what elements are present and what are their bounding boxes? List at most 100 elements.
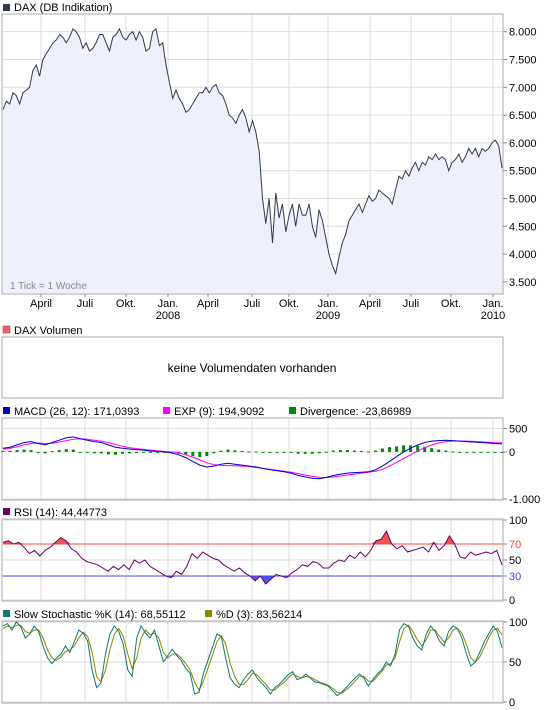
divergence-bar: [149, 451, 153, 453]
divergence-bar: [451, 451, 455, 453]
y-tick-label: 6.500: [509, 110, 537, 122]
divergence-bar: [261, 451, 265, 453]
divergence-bar: [458, 451, 462, 453]
x-tick-label: April: [30, 298, 52, 310]
divergence-bar: [99, 451, 103, 454]
stoch-d-legend-swatch: [205, 610, 212, 617]
macd-legend-swatch: [3, 407, 10, 414]
divergence-bar: [388, 447, 391, 452]
y-tick-label: 500: [509, 423, 527, 435]
divergence-bar: [500, 451, 504, 453]
stoch-k-line: [2, 621, 503, 697]
divergence-bar: [247, 451, 251, 453]
divergence-bar: [352, 450, 356, 452]
y-tick-label: 4.000: [509, 249, 537, 261]
divergence-bar: [78, 451, 82, 453]
y-tick-label: 4.500: [509, 221, 537, 233]
divergence-bar: [36, 451, 40, 453]
y-tick-label: 50: [509, 555, 521, 567]
divergence-bar: [156, 451, 160, 453]
stoch-d-line: [2, 624, 503, 694]
divergence-bar: [465, 451, 469, 453]
price-panel: DAX (DB Indikation) 8.000 7.500 7.000 6.500…: [1, 2, 537, 322]
divergence-bar: [1, 451, 5, 452]
divergence-bar: [275, 451, 279, 453]
x-tick-label: Okt.: [279, 298, 299, 310]
divergence-bar: [205, 451, 209, 457]
stoch-k-legend-swatch: [3, 610, 10, 617]
divergence-bar: [226, 449, 230, 452]
x-axis: April Juli Okt. Jan. April Juli Okt. Jan. April J…: [30, 294, 505, 322]
divergence-bar: [317, 451, 321, 454]
x-tick-label: Okt.: [441, 298, 461, 310]
y-tick-label: 100: [509, 617, 527, 629]
y-tick-label: 7.000: [509, 82, 537, 94]
divergence-bar: [114, 451, 117, 455]
divergence-bar: [310, 451, 314, 454]
divergence-bar: [367, 451, 370, 453]
volume-panel: DAX Volumen keine Volumendaten vorhanden: [1, 325, 504, 399]
divergence-bar: [128, 451, 131, 454]
divergence-bar: [444, 450, 448, 452]
x-tick-label: April: [197, 298, 219, 310]
y-tick-label: 5.500: [509, 166, 537, 178]
divergence-bar: [71, 449, 75, 452]
divergence-legend-swatch: [289, 407, 296, 414]
macd-panel: MACD (26, 12): 171,0393 EXP (9): 194,909…: [1, 406, 540, 506]
rsi-oversold-fill: [3, 576, 502, 584]
x-year-label: 2010: [481, 310, 505, 322]
divergence-bar: [268, 451, 272, 453]
y-tick-label: 7.500: [509, 54, 537, 66]
x-tick-label: Jan.: [318, 298, 339, 310]
rsi-legend-swatch: [3, 508, 10, 515]
y-tick-label: 0: [509, 447, 515, 459]
divergence-bar: [135, 451, 138, 453]
divergence-bar: [254, 451, 258, 453]
divergence-bar: [381, 448, 384, 452]
divergence-bar: [331, 450, 335, 452]
divergence-bar: [219, 450, 223, 452]
divergence-bar: [282, 451, 286, 453]
divergence-bar: [374, 450, 377, 452]
x-tick-label: Juli: [77, 298, 94, 310]
x-year-label: 2008: [156, 310, 180, 322]
tick-note: 1 Tick = 1 Woche: [10, 281, 87, 292]
stoch-panel: Slow Stochastic %K (14): 68,55112 %D (3)…: [1, 609, 527, 709]
stoch-y-axis: 100 50 0: [503, 617, 527, 709]
volume-plot-area: [1, 336, 504, 399]
price-legend-swatch: [3, 4, 10, 11]
divergence-bar: [359, 451, 363, 452]
y-tick-label: 0: [509, 595, 515, 607]
divergence-bar: [106, 451, 110, 455]
divergence-bar: [57, 450, 61, 452]
y-tick-label: 5.000: [509, 193, 537, 205]
divergence-bars: [1, 445, 504, 458]
y-tick-label: -1.000: [509, 494, 540, 506]
divergence-bar: [486, 451, 490, 453]
divergence-bar: [92, 451, 96, 454]
y-tick-label: 6.000: [509, 138, 537, 150]
divergence-bar: [142, 451, 146, 453]
divergence-bar: [233, 450, 237, 452]
volume-message: keine Volumendaten vorhanden: [168, 361, 337, 375]
y-tick-label: 0: [509, 697, 515, 709]
price-area: [3, 28, 502, 294]
macd-y-axis: 500 0 -1.000: [503, 423, 540, 506]
price-y-axis: 8.000 7.500 7.000 6.500 6.000 5.500 5.000 4.500…: [503, 27, 537, 289]
macd-line: [2, 436, 503, 480]
volume-legend-swatch: [2, 325, 11, 334]
x-tick-label: Okt.: [116, 298, 136, 310]
divergence-bar: [64, 449, 68, 452]
divergence-bar: [212, 451, 216, 454]
divergence-bar: [184, 451, 188, 455]
x-year-label: 2009: [316, 310, 340, 322]
x-tick-label: Jan.: [158, 298, 179, 310]
y-tick-label: 70: [509, 539, 521, 551]
divergence-bar: [423, 446, 427, 452]
x-tick-label: Juli: [244, 298, 261, 310]
y-tick-label: 8.000: [509, 27, 537, 39]
exp-legend: EXP (9): 194,9092: [174, 406, 264, 418]
divergence-bar: [22, 449, 26, 452]
divergence-bar: [303, 451, 307, 454]
